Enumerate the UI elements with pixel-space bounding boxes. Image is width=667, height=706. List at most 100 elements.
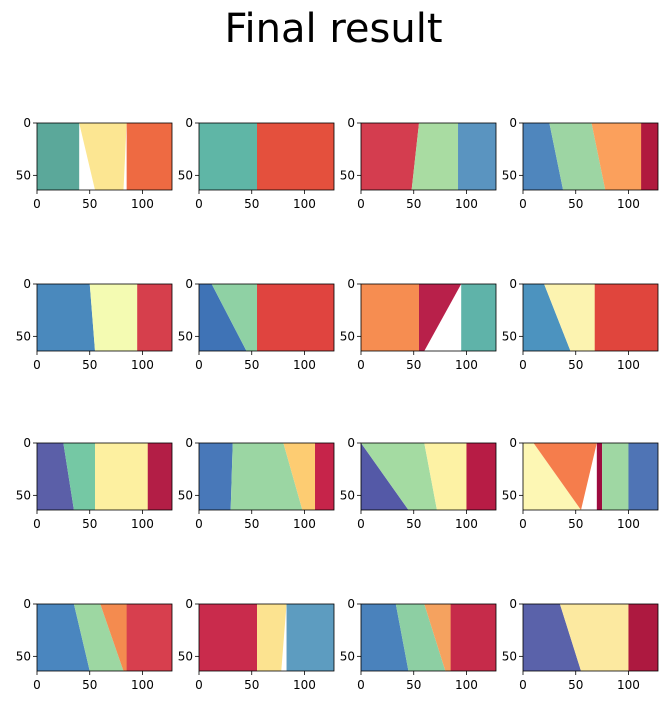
region-2-3-3 (602, 443, 637, 510)
region-2-3-1 (533, 443, 597, 510)
panel-frame (198, 603, 335, 672)
y-tick-label: 0 (23, 436, 31, 450)
y-tick-label: 50 (16, 488, 31, 502)
region-1-1-0 (199, 284, 247, 351)
x-tick-label: 0 (195, 197, 203, 211)
x-tick-label: 0 (357, 358, 365, 372)
region-1-2-0 (361, 284, 420, 351)
x-tick-label: 100 (617, 197, 640, 211)
region-3-3-0 (523, 604, 582, 671)
region-3-0-0 (37, 604, 90, 671)
x-tick-label: 100 (455, 517, 478, 531)
x-tick-label: 0 (33, 678, 41, 692)
x-tick-label: 100 (617, 678, 640, 692)
x-tick-label: 0 (33, 358, 41, 372)
y-tick-label: 50 (178, 649, 193, 663)
x-tick-label: 100 (455, 197, 478, 211)
y-tick-label: 50 (502, 168, 517, 182)
panel-frame (522, 122, 659, 191)
panel-frame (198, 122, 335, 191)
x-tick-label: 100 (455, 358, 478, 372)
y-tick-label: 50 (16, 329, 31, 343)
x-tick-label: 50 (244, 358, 259, 372)
region-3-3-2 (628, 604, 658, 671)
y-tick-label: 0 (23, 277, 31, 291)
x-tick-label: 100 (617, 517, 640, 531)
region-2-1-0 (199, 443, 233, 510)
panel-2-2 (361, 443, 496, 510)
region-2-3-4 (628, 443, 658, 510)
panel-frame (522, 283, 659, 352)
region-2-0-0 (37, 443, 74, 510)
region-2-3-2 (596, 443, 603, 510)
panel-frame (360, 442, 497, 511)
x-tick-label: 50 (82, 358, 97, 372)
region-2-0-3 (147, 443, 172, 510)
region-0-3-2 (591, 123, 650, 190)
x-tick-label: 100 (131, 517, 154, 531)
y-tick-label: 0 (347, 277, 355, 291)
y-tick-label: 0 (347, 116, 355, 130)
panel-frame (36, 442, 173, 511)
y-tick-label: 0 (185, 597, 193, 611)
panel-3-1 (199, 604, 334, 671)
x-tick-label: 50 (82, 197, 97, 211)
y-tick-label: 0 (509, 277, 517, 291)
x-tick-label: 50 (406, 678, 421, 692)
x-tick-label: 50 (568, 678, 583, 692)
panel-frame (360, 283, 497, 352)
region-0-1-1 (257, 123, 334, 190)
y-tick-label: 0 (185, 436, 193, 450)
y-tick-label: 0 (185, 277, 193, 291)
y-tick-label: 50 (16, 168, 31, 182)
region-1-3-2 (594, 284, 658, 351)
panel-frame (36, 603, 173, 672)
x-tick-label: 50 (406, 197, 421, 211)
x-tick-label: 50 (244, 678, 259, 692)
region-3-3-1 (559, 604, 640, 671)
panel-0-0 (37, 123, 172, 190)
panel-frame (522, 442, 659, 511)
y-tick-label: 50 (340, 488, 355, 502)
x-tick-label: 50 (82, 517, 97, 531)
y-tick-label: 50 (178, 488, 193, 502)
region-0-2-1 (411, 123, 462, 190)
x-tick-label: 100 (131, 197, 154, 211)
region-0-3-3 (641, 123, 658, 190)
x-tick-label: 100 (293, 358, 316, 372)
y-tick-label: 0 (347, 436, 355, 450)
y-tick-label: 50 (340, 649, 355, 663)
region-3-2-3 (450, 604, 496, 671)
x-tick-label: 100 (131, 358, 154, 372)
x-tick-label: 0 (357, 678, 365, 692)
panel-1-2 (361, 284, 496, 351)
region-0-2-0 (361, 123, 420, 190)
panel-1-0 (37, 284, 172, 351)
y-tick-label: 0 (347, 597, 355, 611)
x-tick-label: 50 (82, 678, 97, 692)
region-3-0-3 (126, 604, 172, 671)
y-tick-label: 0 (185, 116, 193, 130)
region-1-2-1 (419, 284, 462, 351)
region-0-3-0 (523, 123, 564, 190)
x-tick-label: 0 (519, 517, 527, 531)
region-2-2-2 (424, 443, 478, 510)
x-tick-label: 0 (519, 197, 527, 211)
x-tick-label: 50 (244, 517, 259, 531)
y-tick-label: 50 (502, 649, 517, 663)
x-tick-label: 0 (357, 517, 365, 531)
region-1-1-2 (257, 284, 334, 351)
region-2-0-2 (95, 443, 164, 510)
y-tick-label: 0 (509, 436, 517, 450)
panel-1-3 (523, 284, 658, 351)
region-1-2-2 (461, 284, 496, 351)
panel-0-3 (523, 123, 658, 190)
figure-title: Final result (224, 6, 443, 52)
panel-3-0 (37, 604, 172, 671)
x-tick-label: 0 (519, 358, 527, 372)
region-0-0-2 (126, 123, 172, 190)
region-1-0-1 (89, 284, 148, 351)
panel-1-1 (199, 284, 334, 351)
